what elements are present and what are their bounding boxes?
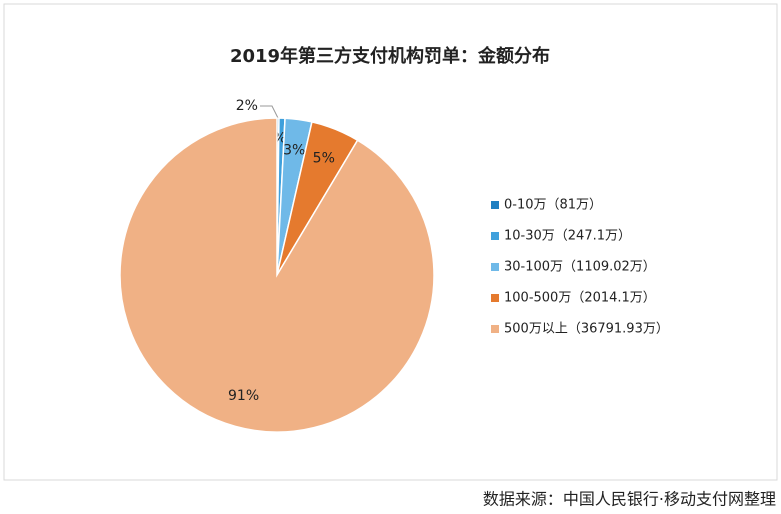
legend-label: 10-30万（247.1万） (504, 229, 631, 244)
legend-label: 30-100万（1109.02万） (504, 260, 656, 275)
leader-line (259, 105, 279, 119)
legend-swatch (491, 325, 499, 333)
chart-title: 2019年第三方支付机构罚单：金额分布 (230, 45, 550, 67)
data-label: 3% (283, 143, 305, 159)
legend-swatch (491, 294, 499, 302)
data-label: 5% (313, 150, 335, 166)
legend-label: 500万以上（36791.93万） (504, 322, 669, 337)
legend-swatch (491, 201, 499, 209)
legend-swatch (491, 232, 499, 240)
legend-swatch (491, 263, 499, 271)
data-label: 2% (236, 98, 258, 114)
pie-slice (119, 117, 435, 433)
source-note: 数据来源：中国人民银行·移动支付网整理 (483, 490, 776, 509)
legend-label: 100-500万（2014.1万） (504, 291, 656, 306)
data-label: 91% (228, 388, 259, 404)
legend-label: 0-10万（81万） (504, 198, 602, 213)
